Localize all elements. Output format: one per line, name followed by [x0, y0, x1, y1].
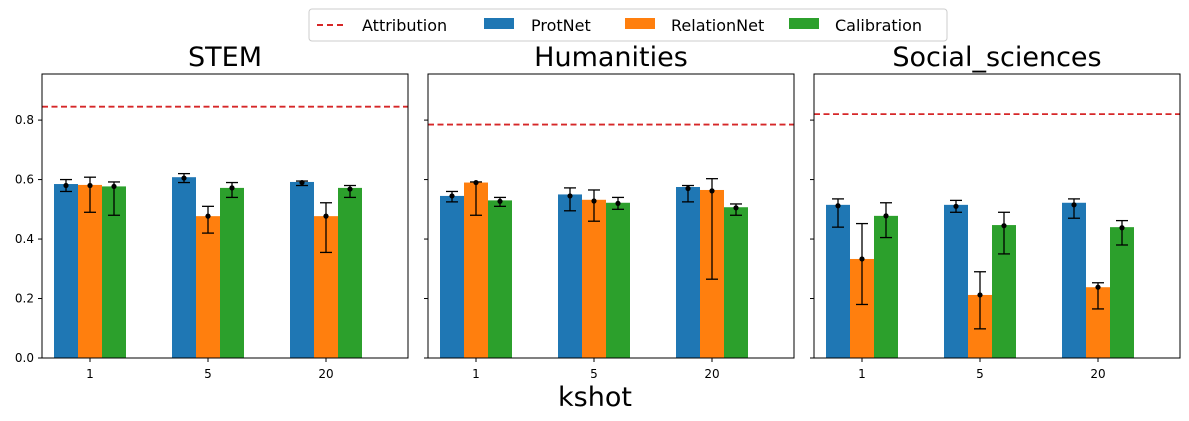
mean-point [591, 198, 597, 204]
mean-point [567, 193, 573, 199]
y-tick-label: 0.6 [15, 173, 34, 187]
bar-relationnet-5 [582, 199, 606, 358]
mean-point [347, 186, 353, 192]
legend-calibration-swatch [789, 18, 819, 29]
legend-calibration-label: Calibration [835, 16, 922, 35]
bar-protnet-5 [558, 194, 582, 358]
x-tick-label: 1 [86, 367, 94, 381]
bar-protnet-5 [944, 204, 968, 358]
mean-point [229, 185, 235, 191]
mean-point [111, 183, 117, 190]
mean-point [473, 179, 479, 186]
x-tick-label: 1 [472, 367, 480, 381]
panel-title: Social_sciences [892, 42, 1101, 73]
bar-protnet-5 [172, 177, 196, 358]
mean-point [299, 179, 305, 186]
mean-point [497, 198, 503, 204]
mean-point [859, 256, 865, 262]
mean-point [87, 182, 93, 189]
mean-point [685, 185, 691, 192]
bar-calibration-1 [874, 215, 898, 358]
legend-relationnet-swatch [625, 18, 655, 29]
mean-point [63, 182, 69, 189]
x-tick-label: 5 [976, 367, 984, 381]
y-tick-label: 0.4 [15, 232, 34, 246]
mean-point [615, 200, 621, 206]
axes-frame [813, 73, 1181, 359]
y-tick-label: 0.0 [15, 351, 34, 365]
panel-social-sciences: Social_sciences 1 5 20 [810, 42, 1181, 381]
bar-calibration-20 [724, 207, 748, 358]
bar-protnet-1 [54, 184, 78, 358]
panel-humanities: Humanities 1 5 20 [424, 42, 795, 381]
bar-relationnet-1 [78, 184, 102, 358]
mean-point [205, 213, 211, 219]
x-tick-label: 20 [704, 367, 719, 381]
bar-protnet-1 [826, 204, 850, 358]
axes-frame [427, 73, 795, 359]
panel-title: Humanities [534, 42, 688, 73]
bar-calibration-5 [220, 187, 244, 358]
mean-point [953, 203, 959, 209]
mean-point [977, 292, 983, 298]
bar-calibration-20 [338, 187, 362, 358]
mean-point [1119, 225, 1125, 231]
legend: Attribution ProtNet RelationNet Calibrat… [308, 8, 948, 42]
mean-point [733, 205, 739, 211]
mean-point [181, 175, 187, 181]
mean-point [323, 213, 329, 219]
x-axis-label: kshot [558, 382, 632, 413]
x-tick-label: 20 [318, 367, 333, 381]
bar-protnet-20 [1062, 202, 1086, 358]
mean-point [883, 213, 889, 219]
legend-attribution-label: Attribution [362, 16, 447, 35]
mean-point [1071, 202, 1077, 208]
legend-protnet-label: ProtNet [531, 16, 591, 35]
mean-point [449, 193, 455, 199]
mean-point [835, 203, 841, 209]
bar-calibration-1 [488, 200, 512, 358]
panel-stem: STEM 0.0 0.2 0.4 0.6 0.8 1 5 20 [15, 42, 409, 381]
mean-point [709, 188, 715, 194]
y-tick-label: 0.8 [15, 113, 34, 127]
x-tick-label: 5 [590, 367, 598, 381]
legend-protnet-swatch [484, 18, 514, 29]
bar-calibration-20 [1110, 227, 1134, 358]
y-tick-label: 0.2 [15, 292, 34, 306]
bar-calibration-5 [606, 202, 630, 358]
bar-protnet-20 [676, 187, 700, 358]
x-tick-label: 1 [858, 367, 866, 381]
bar-relationnet-5 [196, 216, 220, 358]
x-tick-label: 20 [1090, 367, 1105, 381]
x-tick-label: 5 [204, 367, 212, 381]
bar-protnet-1 [440, 195, 464, 358]
bar-protnet-20 [290, 181, 314, 358]
mean-point [1001, 223, 1007, 229]
axes-frame [41, 73, 409, 359]
panel-title: STEM [188, 42, 262, 73]
legend-relationnet-label: RelationNet [671, 16, 764, 35]
mean-point [1095, 284, 1101, 290]
